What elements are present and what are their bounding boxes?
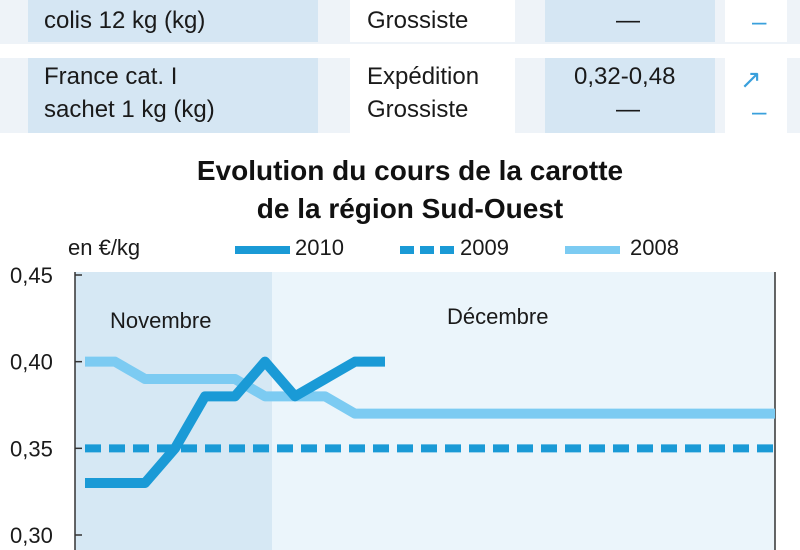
y-tick-label: 0,45	[10, 263, 53, 288]
month-label-novembre: Novembre	[110, 308, 211, 333]
trend-up-icon: ↗	[740, 64, 762, 94]
product-cell	[28, 58, 318, 133]
stage-cell	[350, 58, 515, 133]
stage-label: Grossiste	[367, 7, 469, 34]
stage-label: Expédition	[367, 63, 480, 90]
legend-item-2010: 2010	[235, 233, 365, 263]
trend-flat-icon: –	[752, 6, 767, 36]
y-tick-label: 0,40	[10, 350, 53, 375]
price-cell	[545, 0, 715, 42]
y-axis-unit-label: en €/kg	[68, 235, 141, 260]
legend-label-2008: 2008	[630, 235, 679, 260]
product-label: sachet 1 kg (kg)	[44, 96, 215, 123]
legend-swatch-2010	[235, 246, 290, 254]
y-tick-label: 0,30	[10, 523, 53, 548]
y-axis-ticks: 0,45 0,40 0,35 0,30	[10, 263, 82, 548]
legend-swatch-2008	[565, 246, 620, 254]
series-line-2010	[85, 356, 385, 488]
y-tick-label: 0,35	[10, 436, 53, 461]
product-label: colis 12 kg (kg)	[44, 7, 206, 34]
price-cell	[545, 58, 715, 133]
legend-item-2008: 2008	[565, 233, 695, 263]
stage-cell	[350, 0, 515, 42]
price-value: 0,32-0,48	[574, 63, 676, 90]
legend-label-2009: 2009	[460, 235, 509, 260]
series-lines	[85, 356, 775, 488]
price-value: —	[616, 96, 640, 123]
series-line-2008	[85, 356, 775, 419]
chart-title-line-2: de la région Sud-Ouest	[256, 193, 564, 224]
legend-item-2009: 2009	[400, 233, 530, 263]
row-divider	[0, 44, 800, 58]
month-label-decembre: Décembre	[447, 304, 548, 329]
legend-label-2010: 2010	[295, 235, 344, 260]
chart-title: Evolution du cours de la carotte de la r…	[0, 152, 800, 228]
legend-swatch-2009	[400, 246, 455, 254]
stage-label: Grossiste	[367, 96, 469, 123]
price-table: colis 12 kg (kg) Grossiste — – France ca…	[0, 0, 800, 133]
trend-flat-icon: –	[752, 96, 767, 126]
trend-cell	[725, 0, 787, 42]
product-label: France cat. I	[44, 63, 178, 90]
price-value: —	[616, 7, 640, 34]
chart-title-line-1: Evolution du cours de la carotte	[196, 155, 624, 186]
product-cell	[28, 0, 318, 42]
trend-cell	[725, 58, 787, 133]
november-shaded-region	[75, 272, 272, 550]
